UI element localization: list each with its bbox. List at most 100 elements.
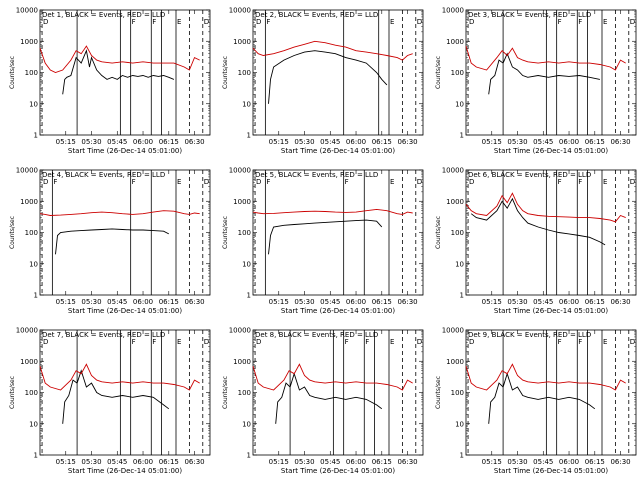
x-tick-label: 06:00	[133, 138, 153, 146]
x-tick-label: 06:00	[133, 298, 153, 306]
x-tick-label: 06:15	[585, 298, 605, 306]
panel-det-8: Det 8, BLACK = Events, RED = LLD 1 10 100 10…	[222, 327, 424, 475]
series-events	[470, 197, 606, 246]
event-marker-label: F	[266, 178, 270, 186]
x-tick-label: 05:45	[533, 298, 553, 306]
panel-title: Det 6, BLACK = Events, RED = LLD	[468, 171, 591, 179]
x-tick-label: 06:15	[159, 138, 179, 146]
y-tick-label: 1000	[233, 358, 251, 366]
plot-frame	[252, 329, 424, 456]
y-axis-label: Counts/sec	[222, 216, 229, 249]
x-tick-label: 06:15	[585, 458, 605, 466]
event-marker-label: E	[177, 338, 181, 346]
y-tick-label: 10	[455, 100, 464, 108]
panel-det-5: Det 5, BLACK = Events, RED = LLD 1 10 100 10…	[222, 167, 424, 315]
y-tick-label: 100	[238, 69, 251, 77]
y-tick-label: 10	[455, 420, 464, 428]
event-marker-label: E	[603, 338, 607, 346]
series-lld	[39, 363, 200, 391]
x-tick-label: 06:30	[397, 458, 417, 466]
event-marker-label: E	[603, 18, 607, 26]
y-tick-label: 1000	[446, 38, 464, 46]
y-tick-label: 1000	[446, 198, 464, 206]
y-axis-label: Counts/sec	[435, 376, 442, 409]
event-marker-label: D	[417, 178, 422, 186]
x-tick-label: 06:00	[559, 458, 579, 466]
plot-frame	[39, 169, 211, 296]
y-tick-label: 1	[34, 132, 38, 140]
panel-det-4: Det 4, BLACK = Events, RED = LLD 1 10 100 10…	[9, 167, 211, 315]
series-events	[275, 372, 383, 424]
event-marker-label: D	[630, 178, 635, 186]
event-marker-label: F	[53, 178, 57, 186]
x-axis-label: Start Time (26-Dec-14 05:01:00)	[281, 147, 395, 155]
panel-title: Det 4, BLACK = Events, RED = LLD	[42, 171, 165, 179]
series-lld	[465, 363, 626, 391]
x-tick-label: 05:45	[107, 298, 127, 306]
y-tick-label: 10	[29, 420, 38, 428]
x-tick-label: 05:45	[320, 138, 340, 146]
series-events	[62, 369, 170, 424]
event-marker-label: F	[578, 338, 582, 346]
event-marker-label: F	[152, 18, 156, 26]
panel-det-6: Det 6, BLACK = Events, RED = LLD 1 10 100 10…	[435, 167, 637, 315]
x-tick-label: 06:30	[184, 138, 204, 146]
x-axis-label: Start Time (26-Dec-14 05:01:00)	[494, 307, 608, 315]
panel-title: Det 2, BLACK = Events, RED = LLD	[255, 11, 378, 19]
event-marker-label: E	[177, 178, 181, 186]
x-tick-label: 06:30	[397, 138, 417, 146]
x-tick-label: 05:30	[294, 458, 314, 466]
x-tick-label: 05:30	[294, 138, 314, 146]
series-events	[488, 52, 600, 95]
x-tick-label: 05:45	[107, 138, 127, 146]
x-tick-label: 05:15	[56, 298, 76, 306]
event-marker-label: F	[152, 338, 156, 346]
y-tick-label: 100	[25, 229, 38, 237]
event-marker-label: D	[469, 18, 474, 26]
y-tick-label: 10000	[16, 167, 38, 175]
x-tick-label: 06:00	[559, 298, 579, 306]
event-marker-label: D	[256, 18, 261, 26]
y-tick-label: 10000	[16, 7, 38, 15]
y-tick-label: 10000	[229, 327, 251, 335]
y-tick-label: 1000	[20, 198, 38, 206]
x-tick-label: 05:30	[81, 138, 101, 146]
y-axis-label: Counts/sec	[9, 216, 16, 249]
y-tick-label: 100	[238, 229, 251, 237]
y-tick-label: 1	[34, 292, 38, 300]
x-tick-label: 06:30	[184, 298, 204, 306]
y-tick-label: 1	[460, 292, 464, 300]
event-marker-label: F	[558, 178, 562, 186]
y-axis-label: Counts/sec	[9, 376, 16, 409]
series-events	[55, 228, 170, 255]
series-lld	[39, 45, 200, 73]
x-axis-label: Start Time (26-Dec-14 05:01:00)	[68, 147, 182, 155]
x-tick-label: 05:15	[482, 298, 502, 306]
x-tick-label: 06:15	[372, 138, 392, 146]
event-marker-label: E	[390, 18, 394, 26]
plot-frame	[39, 9, 211, 136]
y-tick-label: 1	[460, 132, 464, 140]
event-marker-label: F	[578, 178, 582, 186]
x-tick-label: 05:30	[81, 298, 101, 306]
event-marker-label: E	[603, 178, 607, 186]
x-tick-label: 05:15	[269, 138, 289, 146]
x-tick-label: 05:30	[507, 458, 527, 466]
x-tick-label: 05:45	[320, 298, 340, 306]
series-events	[488, 372, 596, 424]
y-tick-label: 1000	[233, 198, 251, 206]
panel-det-1: Det 1, BLACK = Events, RED = LLD 1 10 100 10…	[9, 7, 211, 155]
y-tick-label: 10000	[16, 327, 38, 335]
x-tick-label: 06:15	[372, 298, 392, 306]
x-axis-label: Start Time (26-Dec-14 05:01:00)	[494, 147, 608, 155]
panel-title: Det 9, BLACK = Events, RED = LLD	[468, 331, 591, 339]
panel-det-9: Det 9, BLACK = Events, RED = LLD 1 10 100 10…	[435, 327, 637, 475]
event-marker-label: D	[469, 178, 474, 186]
panel-title: Det 7, BLACK = Events, RED = LLD	[42, 331, 165, 339]
y-tick-label: 10	[455, 260, 464, 268]
y-tick-label: 10000	[442, 167, 464, 175]
x-tick-label: 05:15	[269, 298, 289, 306]
x-tick-label: 06:30	[610, 138, 630, 146]
event-marker-label: F	[345, 338, 349, 346]
